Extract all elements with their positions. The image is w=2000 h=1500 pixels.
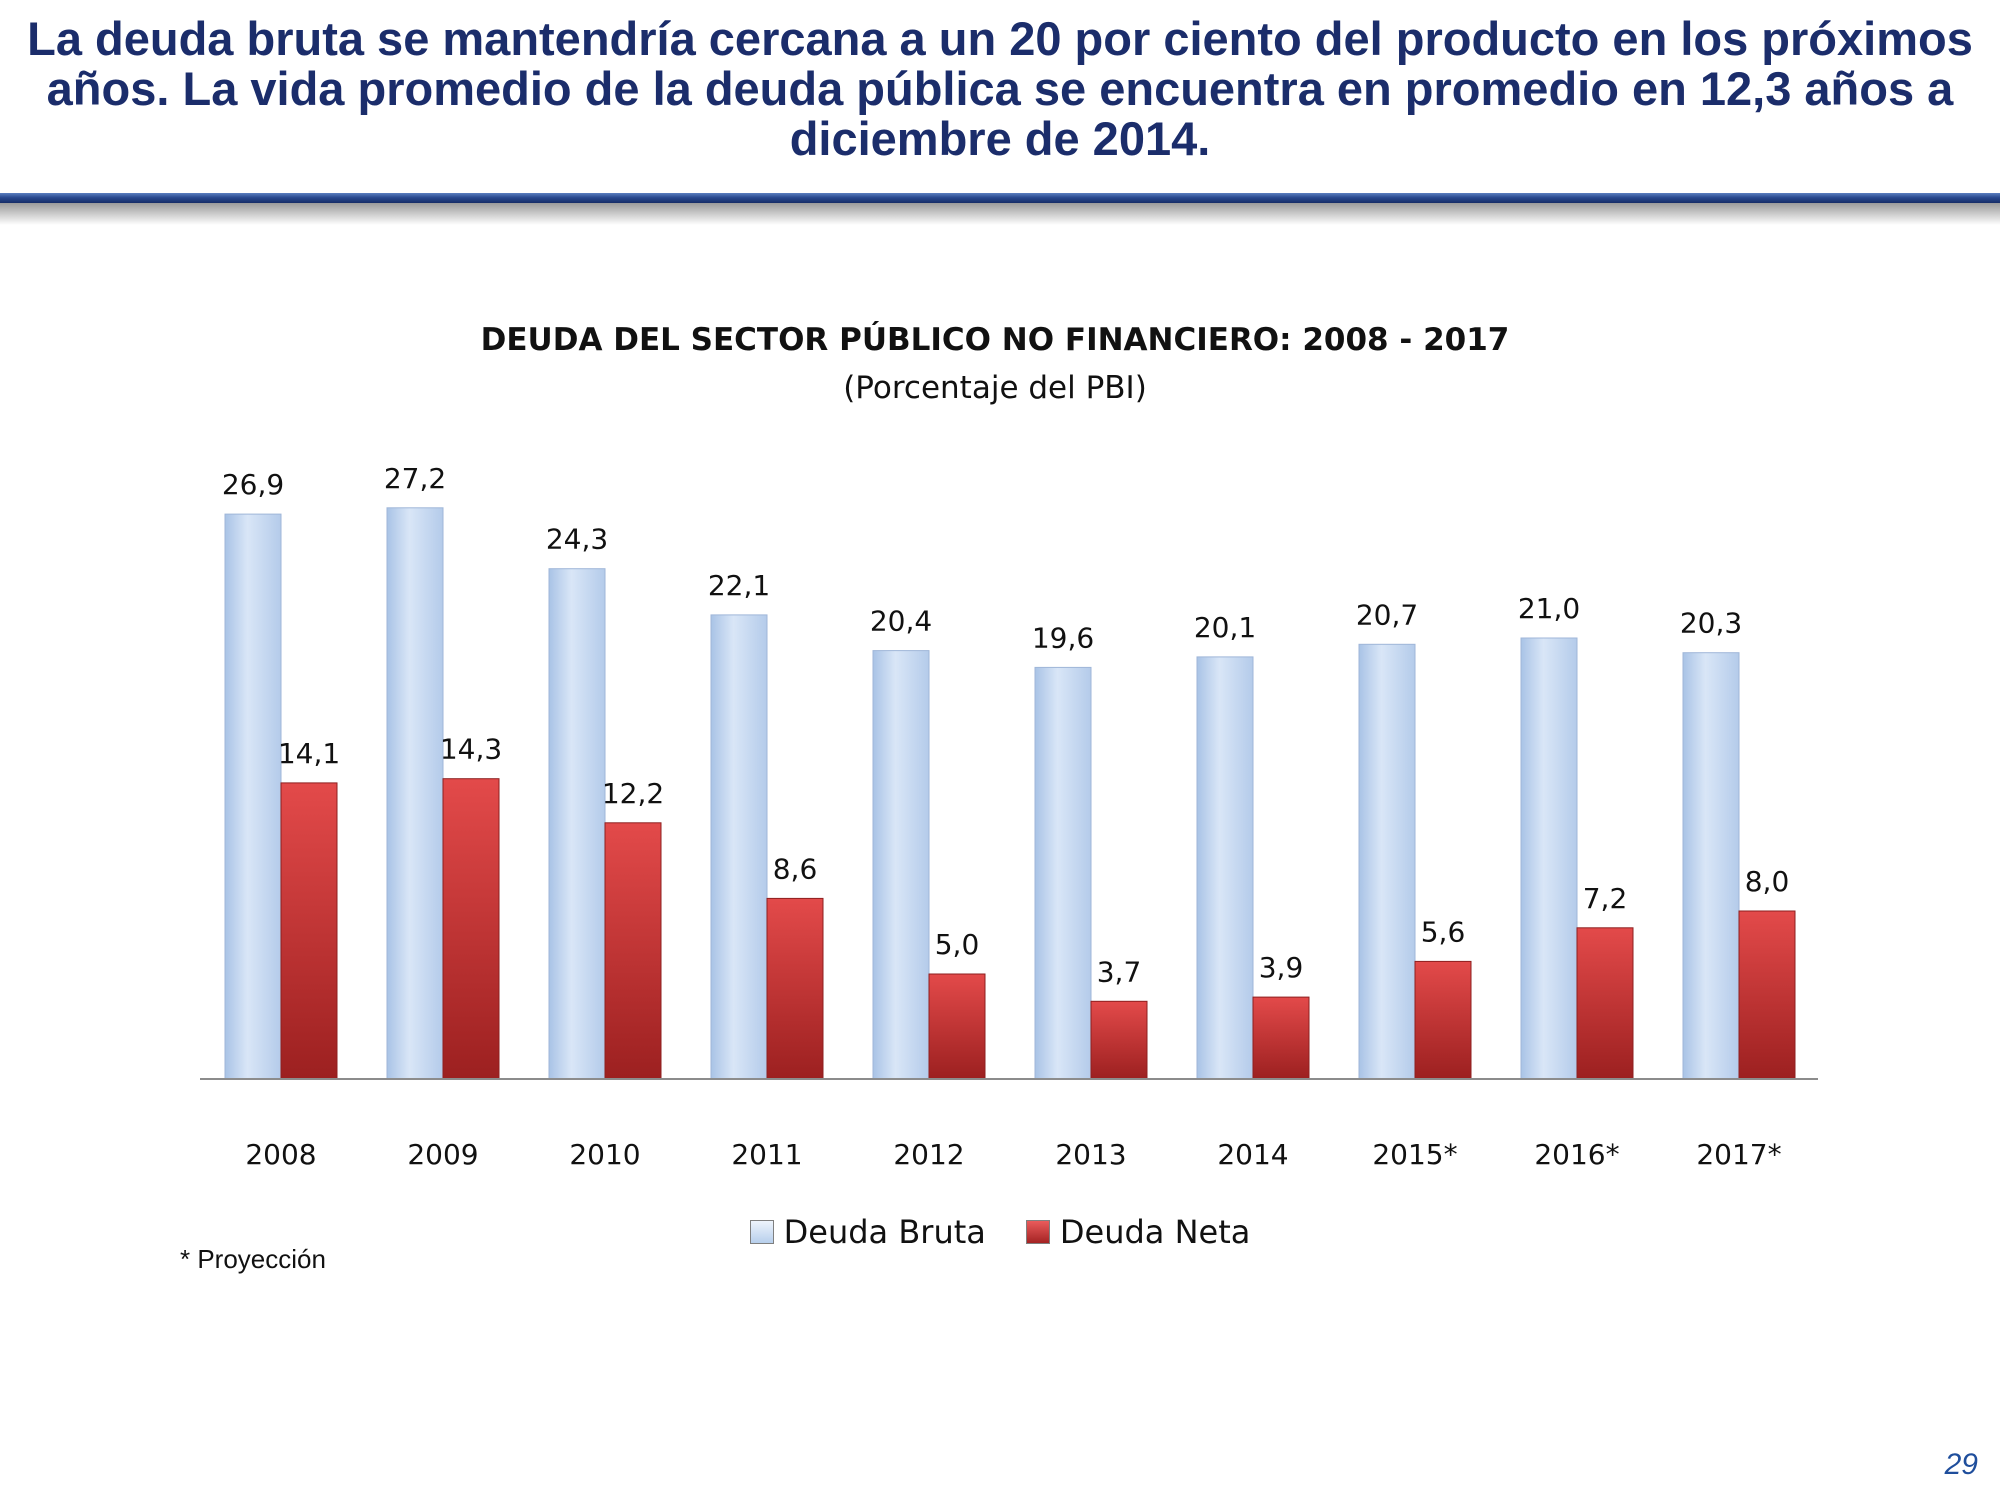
data-label-deuda-neta-2016: 7,2 — [1583, 882, 1628, 915]
chart-legend: Deuda Bruta Deuda Neta — [0, 1210, 2000, 1254]
legend-swatch-deuda-bruta — [749, 1220, 774, 1244]
chart-subtitle: (Porcentaje del PBI) — [843, 370, 1147, 406]
slide-header: La deuda bruta se mantendría cercana a u… — [0, 0, 2000, 190]
data-label-deuda-bruta-2008: 26,9 — [222, 468, 284, 501]
header-divider — [0, 193, 2000, 203]
slide-headline: La deuda bruta se mantendría cercana a u… — [27, 12, 1973, 165]
x-tick-label-2010: 2010 — [569, 1138, 640, 1171]
bar-deuda-bruta-2009 — [386, 507, 444, 1080]
data-label-deuda-bruta-2012: 20,4 — [870, 605, 932, 638]
bar-deuda-bruta-2014 — [1196, 656, 1254, 1080]
data-label-deuda-bruta-2010: 24,3 — [546, 523, 608, 556]
data-label-deuda-bruta-2015: 20,7 — [1356, 598, 1418, 631]
data-label-deuda-neta-2015: 5,6 — [1421, 915, 1466, 948]
chart-title: DEUDA DEL SECTOR PÚBLICO NO FINANCIERO: … — [480, 322, 1510, 358]
bar-deuda-neta-2010 — [604, 822, 662, 1080]
bar-deuda-neta-2012 — [928, 973, 986, 1080]
footnote: * Proyección — [180, 1244, 326, 1274]
bar-deuda-bruta-2015 — [1358, 643, 1416, 1080]
bar-deuda-neta-2008 — [280, 782, 338, 1080]
x-tick-label-2016: 2016* — [1534, 1138, 1619, 1171]
bar-deuda-neta-2016 — [1576, 927, 1634, 1080]
bar-deuda-neta-2011 — [766, 897, 824, 1080]
bar-deuda-bruta-2013 — [1034, 666, 1092, 1080]
legend-item-deuda-neta: Deuda Neta — [1025, 1213, 1251, 1251]
data-label-deuda-bruta-2011: 22,1 — [708, 569, 770, 602]
data-label-deuda-neta-2013: 3,7 — [1097, 955, 1142, 988]
x-tick-label-2014: 2014 — [1217, 1138, 1288, 1171]
data-label-deuda-neta-2010: 12,2 — [602, 777, 664, 810]
x-tick-label-2017: 2017* — [1696, 1138, 1781, 1171]
data-label-deuda-neta-2008: 14,1 — [278, 737, 340, 770]
legend-swatch-deuda-neta — [1025, 1220, 1050, 1244]
data-label-deuda-neta-2012: 5,0 — [935, 928, 980, 961]
bar-deuda-bruta-2010 — [548, 568, 606, 1080]
data-label-deuda-neta-2017: 8,0 — [1745, 865, 1790, 898]
bar-deuda-bruta-2017 — [1682, 652, 1740, 1080]
page-number: 29 — [1944, 1448, 1978, 1481]
data-label-deuda-bruta-2017: 20,3 — [1680, 607, 1742, 640]
bar-deuda-bruta-2008 — [224, 513, 282, 1080]
bar-chart: 26,9 14,1 2008 27,2 14,3 2009 24,3 12,2 2010 22,1… — [200, 462, 1818, 1171]
bar-deuda-neta-2014 — [1252, 996, 1310, 1080]
data-label-deuda-bruta-2013: 19,6 — [1032, 621, 1094, 654]
bar-deuda-neta-2013 — [1090, 1000, 1148, 1080]
bar-deuda-bruta-2016 — [1520, 637, 1578, 1080]
header-divider-shadow — [0, 203, 2000, 225]
x-tick-label-2015: 2015* — [1372, 1138, 1457, 1171]
x-tick-label-2009: 2009 — [407, 1138, 478, 1171]
x-tick-label-2013: 2013 — [1055, 1138, 1126, 1171]
data-label-deuda-bruta-2016: 21,0 — [1518, 592, 1580, 625]
bar-deuda-bruta-2011 — [710, 614, 768, 1080]
x-tick-label-2008: 2008 — [245, 1138, 316, 1171]
bar-deuda-bruta-2012 — [872, 650, 930, 1080]
legend-label-deuda-neta: Deuda Neta — [1059, 1213, 1251, 1251]
bar-deuda-neta-2017 — [1738, 910, 1796, 1080]
labels-layer: 26,9 14,1 2008 27,2 14,3 2009 24,3 12,2 2010 22,1… — [222, 462, 1789, 1171]
data-label-deuda-neta-2014: 3,9 — [1259, 951, 1304, 984]
legend-item-deuda-bruta: Deuda Bruta — [749, 1213, 986, 1251]
x-tick-label-2011: 2011 — [731, 1138, 802, 1171]
bars-layer — [224, 507, 1796, 1080]
x-tick-label-2012: 2012 — [893, 1138, 964, 1171]
bar-deuda-neta-2015 — [1414, 960, 1472, 1080]
data-label-deuda-bruta-2009: 27,2 — [384, 462, 446, 495]
bar-deuda-neta-2009 — [442, 778, 500, 1080]
data-label-deuda-neta-2011: 8,6 — [773, 852, 818, 885]
data-label-deuda-neta-2009: 14,3 — [440, 733, 502, 766]
legend-label-deuda-bruta: Deuda Bruta — [783, 1213, 986, 1251]
data-label-deuda-bruta-2014: 20,1 — [1194, 611, 1256, 644]
